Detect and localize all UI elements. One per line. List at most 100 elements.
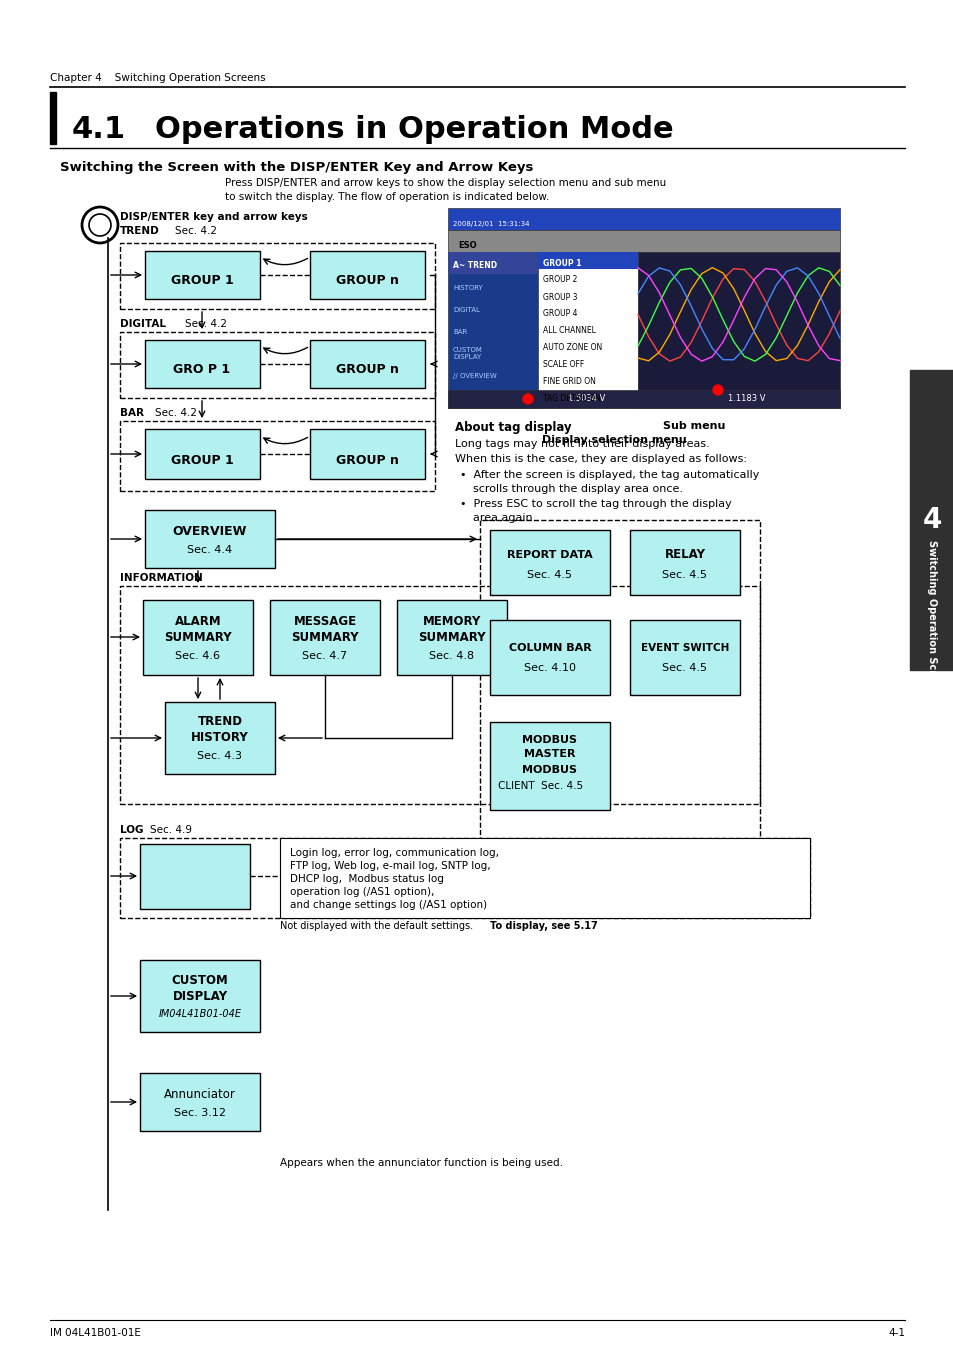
- Text: 4.1: 4.1: [71, 116, 126, 144]
- Bar: [120, 838, 809, 918]
- Bar: [490, 620, 609, 695]
- Text: SUMMARY: SUMMARY: [291, 632, 358, 644]
- Text: BAR: BAR: [120, 408, 144, 418]
- Bar: [140, 844, 250, 909]
- Bar: [140, 960, 260, 1031]
- Circle shape: [89, 215, 111, 236]
- Bar: [629, 620, 740, 695]
- Text: Sec. 4.5: Sec. 4.5: [527, 570, 572, 580]
- Text: Sec. 4.2: Sec. 4.2: [185, 319, 227, 329]
- Bar: [629, 531, 740, 595]
- Text: Sec. 4.6: Sec. 4.6: [175, 651, 220, 661]
- Text: GROUP 1: GROUP 1: [171, 274, 233, 288]
- Text: Sec. 4.9: Sec. 4.9: [150, 825, 192, 836]
- Text: Not displayed with the default settings.: Not displayed with the default settings.: [280, 921, 478, 931]
- Text: to switch the display. The flow of operation is indicated below.: to switch the display. The flow of opera…: [225, 192, 549, 202]
- Text: MEMORY: MEMORY: [422, 616, 480, 629]
- Bar: [140, 1073, 260, 1131]
- Text: Operations in Operation Mode: Operations in Operation Mode: [154, 116, 673, 144]
- Text: Long tags may not fit into their display areas.: Long tags may not fit into their display…: [455, 439, 709, 450]
- Text: 1.5034 V: 1.5034 V: [567, 394, 605, 404]
- Text: area again.: area again.: [473, 513, 536, 522]
- Text: FINE GRID ON: FINE GRID ON: [542, 378, 596, 386]
- Circle shape: [712, 385, 722, 396]
- Text: GROUP n: GROUP n: [335, 363, 398, 377]
- Text: •  After the screen is displayed, the tag automatically: • After the screen is displayed, the tag…: [459, 470, 759, 481]
- Bar: [143, 599, 253, 675]
- Text: DHCP log,  Modbus status log: DHCP log, Modbus status log: [290, 873, 443, 884]
- Text: MESSAGE: MESSAGE: [294, 616, 356, 629]
- Text: Display selection menu: Display selection menu: [541, 435, 685, 446]
- Text: Sec. 4.2: Sec. 4.2: [174, 225, 216, 236]
- Text: Chapter 4    Switching Operation Screens: Chapter 4 Switching Operation Screens: [50, 73, 265, 82]
- Text: DISPLAY: DISPLAY: [172, 990, 228, 1003]
- Bar: [145, 429, 260, 479]
- Text: Sec. 4.4: Sec. 4.4: [187, 545, 233, 555]
- Text: TREND: TREND: [120, 225, 159, 236]
- Text: ALARM: ALARM: [174, 616, 221, 629]
- Text: BAR: BAR: [453, 329, 467, 335]
- Bar: [448, 252, 537, 274]
- Text: Sec. 4.8: Sec. 4.8: [429, 651, 474, 661]
- Bar: [448, 390, 840, 408]
- Text: SCALE OFF: SCALE OFF: [542, 360, 583, 370]
- Text: When this is the case, they are displayed as follows:: When this is the case, they are displaye…: [455, 454, 746, 464]
- Text: IM04L41B01-04E: IM04L41B01-04E: [158, 1008, 241, 1019]
- Bar: [479, 520, 760, 842]
- Text: TREND: TREND: [197, 716, 242, 729]
- Text: TAG DETAIL ON: TAG DETAIL ON: [542, 394, 600, 404]
- Text: Sec. 4.5: Sec. 4.5: [661, 663, 707, 674]
- Text: IM 04L41B01-01E: IM 04L41B01-01E: [50, 1328, 141, 1338]
- Text: CUSTOM: CUSTOM: [172, 973, 228, 987]
- Text: 4: 4: [922, 506, 941, 535]
- Text: Press DISP/ENTER and arrow keys to show the display selection menu and sub menu: Press DISP/ENTER and arrow keys to show …: [225, 178, 665, 188]
- Bar: [448, 230, 840, 252]
- Text: Sec. 4.5: Sec. 4.5: [661, 570, 707, 580]
- Bar: [120, 421, 435, 491]
- Bar: [145, 251, 260, 298]
- Bar: [310, 251, 424, 298]
- Text: FTP log, Web log, e-mail log, SNTP log,: FTP log, Web log, e-mail log, SNTP log,: [290, 861, 490, 871]
- Text: 2008/12/01  15:31:34: 2008/12/01 15:31:34: [453, 221, 529, 227]
- Text: scrolls through the display area once.: scrolls through the display area once.: [473, 485, 682, 494]
- Text: Sec. 4.2: Sec. 4.2: [154, 408, 196, 418]
- Bar: [120, 332, 435, 398]
- Bar: [490, 531, 609, 595]
- Text: DIGITAL: DIGITAL: [120, 319, 166, 329]
- Circle shape: [522, 394, 533, 404]
- Text: Sec. 4.10: Sec. 4.10: [523, 663, 576, 674]
- Text: DISP/ENTER key and arrow keys: DISP/ENTER key and arrow keys: [120, 212, 308, 221]
- Text: DIGITAL: DIGITAL: [453, 306, 479, 313]
- Text: GRO P 1: GRO P 1: [173, 363, 231, 377]
- Text: Sec. 4.3: Sec. 4.3: [197, 751, 242, 761]
- Bar: [280, 838, 809, 918]
- Text: Switching the Screen with the DISP/ENTER Key and Arrow Keys: Switching the Screen with the DISP/ENTER…: [60, 161, 533, 174]
- Bar: [448, 252, 537, 408]
- Text: Switching Operation Screens: Switching Operation Screens: [926, 540, 936, 701]
- Text: RELAY: RELAY: [664, 548, 705, 562]
- Text: About tag display: About tag display: [455, 421, 571, 435]
- Bar: [448, 208, 840, 230]
- Text: GROUP 2: GROUP 2: [542, 275, 577, 285]
- Text: Login log, error log, communication log,: Login log, error log, communication log,: [290, 848, 498, 859]
- Bar: [50, 92, 56, 144]
- Text: MODBUS: MODBUS: [522, 765, 577, 775]
- Text: INFORMATION: INFORMATION: [120, 572, 203, 583]
- Text: SUMMARY: SUMMARY: [417, 632, 485, 644]
- Text: Sec. 3.12: Sec. 3.12: [173, 1108, 226, 1118]
- Bar: [270, 599, 379, 675]
- Text: 1.1183 V: 1.1183 V: [727, 394, 764, 404]
- Text: GROUP n: GROUP n: [335, 274, 398, 288]
- Bar: [909, 370, 953, 670]
- Bar: [145, 340, 260, 387]
- Text: 4-1: 4-1: [887, 1328, 904, 1338]
- Text: // OVERVIEW: // OVERVIEW: [453, 373, 497, 379]
- Bar: [396, 599, 506, 675]
- Text: MASTER: MASTER: [524, 749, 576, 759]
- Text: COLUMN BAR: COLUMN BAR: [508, 643, 591, 653]
- Text: MODBUS: MODBUS: [522, 734, 577, 745]
- Text: HISTORY: HISTORY: [453, 285, 482, 292]
- Text: ALL CHANNEL: ALL CHANNEL: [542, 327, 596, 336]
- Text: Appears when the annunciator function is being used.: Appears when the annunciator function is…: [280, 1158, 562, 1168]
- Text: and change settings log (/AS1 option): and change settings log (/AS1 option): [290, 900, 487, 910]
